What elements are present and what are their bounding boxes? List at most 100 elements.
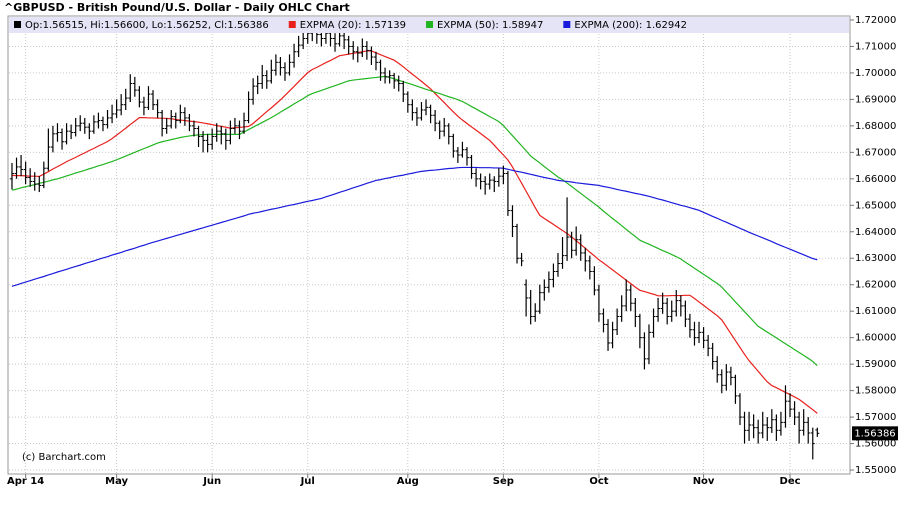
plot-layer xyxy=(9,19,849,474)
ohlc-bar xyxy=(801,409,806,436)
ohlc-bar xyxy=(610,321,615,349)
ohlc-bar xyxy=(487,173,492,190)
ohlc-bar xyxy=(64,123,69,145)
ohlc-bar xyxy=(519,252,524,267)
ohlc-bar xyxy=(428,104,433,124)
ohlc-bar xyxy=(355,46,360,63)
ohlc-bar xyxy=(28,168,33,187)
ohlc-bar xyxy=(255,75,260,95)
ohlc-bar xyxy=(533,303,538,322)
y-tick-label: 1.58000 xyxy=(855,386,896,397)
ohlc-bar xyxy=(114,99,119,118)
ohlc-bar xyxy=(251,78,256,105)
ohlc-bar xyxy=(778,411,783,436)
ohlc-bar xyxy=(46,128,51,171)
x-tick-label: Nov xyxy=(693,476,715,487)
ohlc-bar xyxy=(669,300,674,322)
ohlc-bar xyxy=(546,271,551,293)
ohlc-bar xyxy=(146,86,151,110)
ohlc-bar xyxy=(674,290,679,317)
ohlc-bar xyxy=(496,168,501,187)
y-tick-label: 1.57000 xyxy=(855,412,896,423)
ohlc-bar xyxy=(678,295,683,317)
ohlc-bar xyxy=(474,168,479,187)
ohlc-bar xyxy=(32,172,37,191)
ohlc-bar xyxy=(742,411,747,444)
ohlc-bar xyxy=(69,124,74,140)
y-tick-label: 1.72000 xyxy=(855,15,896,26)
legend: Op:1.56515, Hi:1.56600, Lo:1.56252, Cl:1… xyxy=(14,20,687,31)
y-tick-label: 1.61000 xyxy=(855,306,896,317)
x-tick-label: Dec xyxy=(780,476,801,487)
ohlc-bar xyxy=(501,165,506,185)
ohlc-bar xyxy=(414,107,419,126)
ohlc-bar xyxy=(137,86,142,108)
ohlc-bar xyxy=(683,300,688,328)
ohlc-bar xyxy=(537,284,542,314)
ohlc-bar xyxy=(697,321,702,343)
ohlc-bar xyxy=(578,234,583,261)
legend-swatch xyxy=(14,21,21,28)
x-tick-label: Jul xyxy=(300,476,315,487)
ohlc-bar xyxy=(128,74,133,103)
ohlc-bar xyxy=(464,147,469,166)
ohlc-bar xyxy=(419,102,424,121)
ohlc-bar xyxy=(373,51,378,71)
ohlc-bar xyxy=(728,366,733,386)
ohlc-bar xyxy=(542,279,547,301)
ohlc-bar xyxy=(451,133,456,158)
ohlc-bar xyxy=(601,308,606,333)
ohlc-bar xyxy=(273,54,278,76)
ohlc-bar xyxy=(9,162,14,190)
ohlc-bar xyxy=(19,154,24,177)
ohlc-bar xyxy=(351,41,356,60)
ema-line xyxy=(11,50,818,414)
legend-entry: Op:1.56515, Hi:1.56600, Lo:1.56252, Cl:1… xyxy=(25,20,269,31)
ohlc-bar xyxy=(692,321,697,346)
ohlc-bar xyxy=(797,411,802,444)
ema-line xyxy=(11,75,818,366)
ohlc-bar xyxy=(396,75,401,92)
y-tick-label: 1.60000 xyxy=(855,333,896,344)
ohlc-bar xyxy=(596,284,601,322)
ohlc-bar xyxy=(460,141,465,158)
ohlc-bar xyxy=(701,327,706,349)
ohlc-bar xyxy=(710,342,715,370)
ohlc-bar xyxy=(173,112,178,129)
ohlc-bar xyxy=(232,117,237,134)
ohlc-bar xyxy=(392,72,397,89)
ohlc-bar xyxy=(182,107,187,126)
ohlc-bar xyxy=(615,308,620,336)
ohlc-bar xyxy=(237,120,242,140)
ohlc-bar xyxy=(651,308,656,338)
ohlc-bar xyxy=(469,154,474,179)
ohlc-bar xyxy=(82,117,87,134)
ohlc-bar xyxy=(442,117,447,137)
ohlc-bar xyxy=(223,128,228,150)
ohlc-bar xyxy=(446,123,451,145)
legend-entry: EXPMA (50): 1.58947 xyxy=(437,20,543,31)
last-price-box xyxy=(852,426,898,441)
ohlc-bar xyxy=(624,279,629,312)
ohlc-bar xyxy=(528,290,533,325)
ohlc-bar xyxy=(110,104,115,124)
y-tick-label: 1.64000 xyxy=(855,227,896,238)
ohlc-bar xyxy=(733,374,738,404)
ohlc-bar xyxy=(815,427,820,437)
ohlc-bar xyxy=(41,161,46,189)
ohlc-bar xyxy=(628,284,633,312)
y-tick-label: 1.59000 xyxy=(855,359,896,370)
ohlc-bar xyxy=(278,57,283,76)
x-tick-label: Aug xyxy=(397,476,419,487)
ohlc-bar xyxy=(401,80,406,103)
y-tick-label: 1.70000 xyxy=(855,68,896,79)
ohlc-bar xyxy=(78,115,83,132)
y-tick-label: 1.71000 xyxy=(855,41,896,52)
ohlc-bar xyxy=(455,147,460,163)
ohlc-bar xyxy=(60,128,65,150)
ohlc-bar xyxy=(228,120,233,145)
ohlc-bar xyxy=(201,131,206,153)
x-tick-label: Oct xyxy=(589,476,608,487)
ohlc-bar xyxy=(783,385,788,428)
ohlc-bar xyxy=(37,176,42,193)
